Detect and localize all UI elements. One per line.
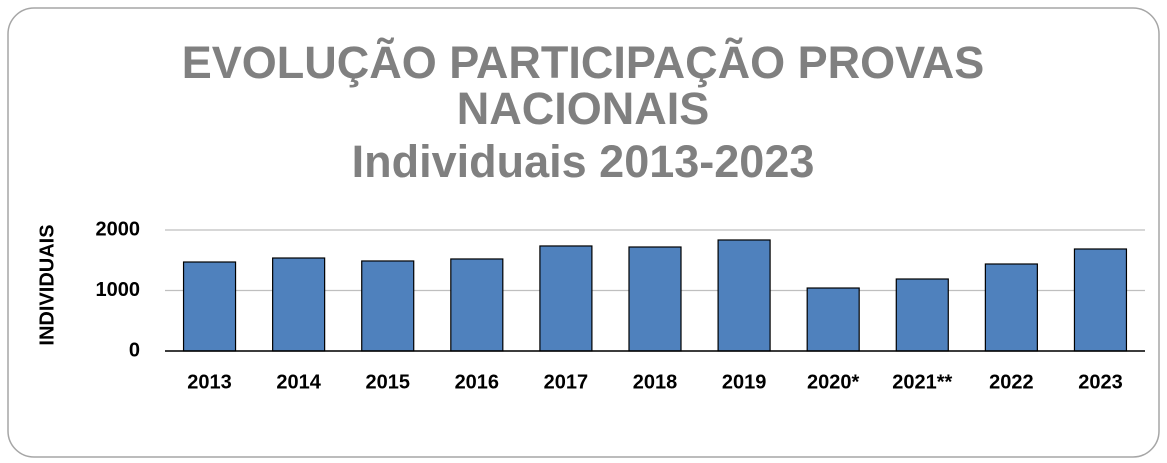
y-axis-label: INDIVIDUAIS <box>36 224 58 345</box>
chart-subtitle: Individuais 2013-2023 <box>351 136 815 187</box>
y-tick-label: 2000 <box>96 218 141 240</box>
bar <box>450 258 504 352</box>
x-tick-label: 2014 <box>276 371 321 393</box>
bar <box>539 245 593 352</box>
bar <box>895 278 949 352</box>
x-tick-label: 2018 <box>633 371 678 393</box>
chart-title: EVOLUÇÃO PARTICIPAÇÃO PROVAS NACIONAIS <box>181 37 985 134</box>
x-tick-label: 2020* <box>807 371 859 393</box>
x-tick-label: 2015 <box>365 371 410 393</box>
x-tick-label: 2023 <box>1078 371 1123 393</box>
bar <box>1073 248 1128 352</box>
x-tick-label: 2022 <box>989 371 1034 393</box>
bar <box>628 246 682 352</box>
x-tick-label: 2021** <box>892 371 952 393</box>
bar <box>806 287 860 352</box>
bar <box>182 261 237 352</box>
x-tick-label: 2013 <box>187 371 232 393</box>
y-tick-label: 1000 <box>96 279 141 301</box>
bar <box>272 257 326 352</box>
bar <box>984 263 1038 352</box>
y-tick-label: 0 <box>129 339 140 361</box>
bar <box>361 260 415 352</box>
x-tick-label: 2016 <box>455 371 500 393</box>
x-tick-label: 2017 <box>544 371 589 393</box>
x-tick-label: 2019 <box>722 371 767 393</box>
bar <box>717 239 771 352</box>
